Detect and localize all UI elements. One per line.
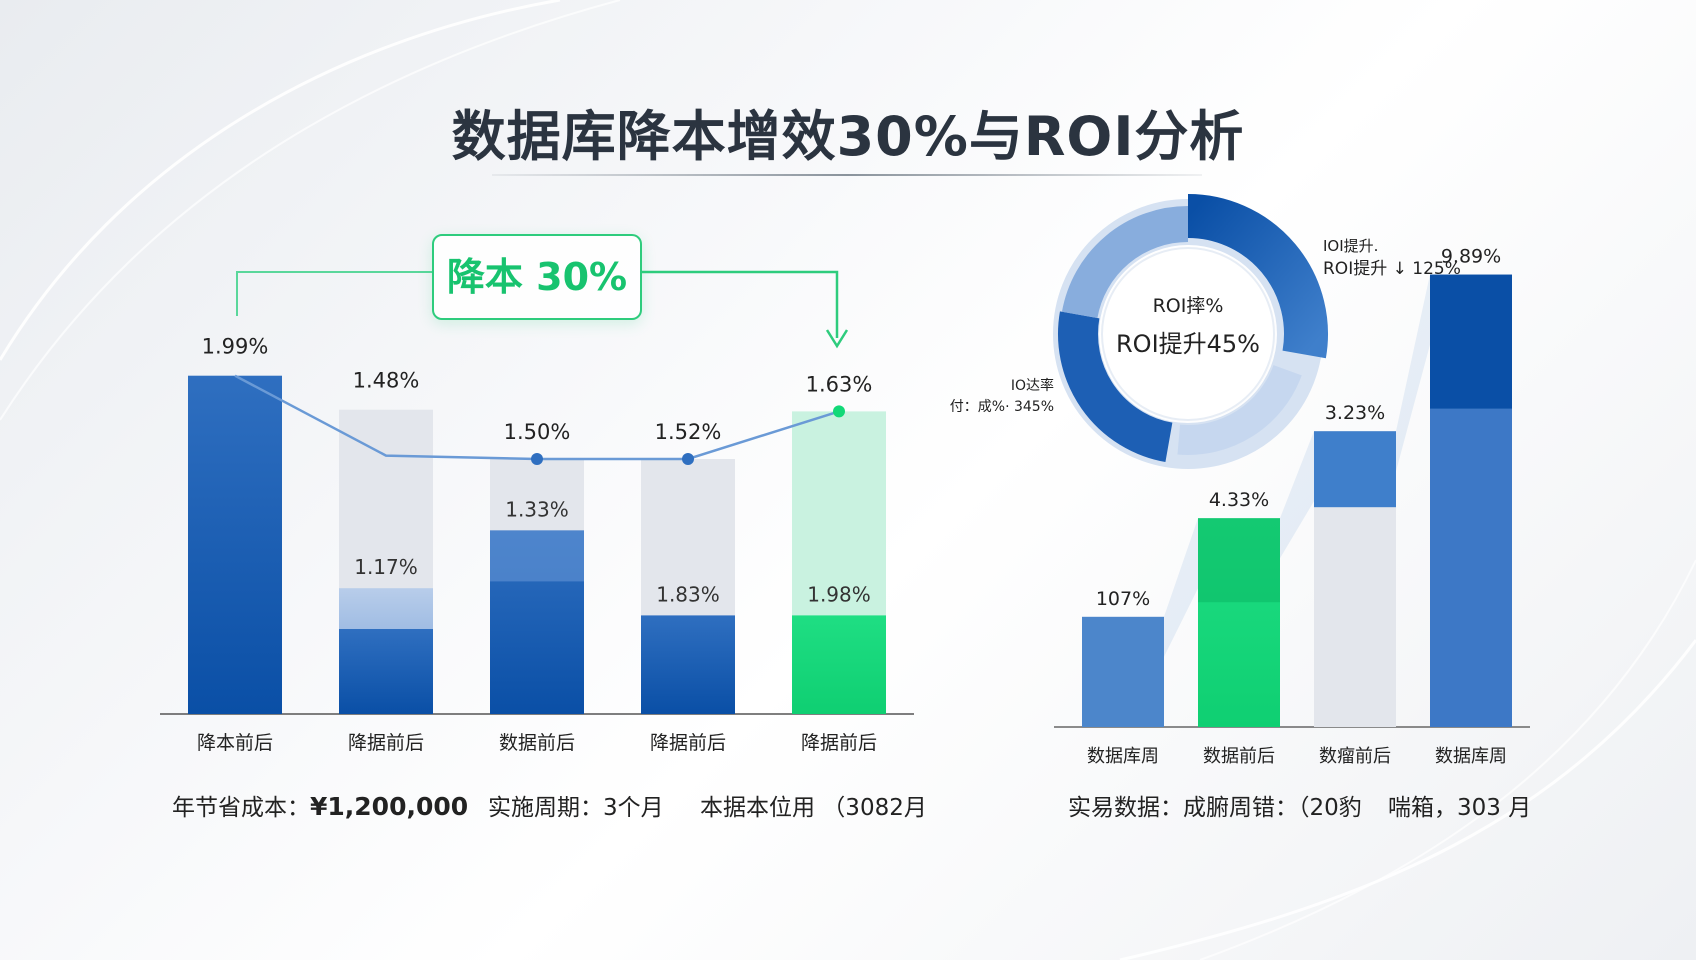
donut-slice-tertiary [1061, 206, 1189, 319]
x-tick-label: 数据前后 [499, 732, 575, 754]
x-tick-label: 降据前后 [650, 732, 726, 754]
trend-line [234, 374, 840, 461]
data-label-top: 107% [1096, 588, 1150, 610]
bar [188, 375, 282, 714]
x-tick-label: 降据前后 [801, 732, 877, 754]
x-tick-label: 数据库周 [1435, 746, 1507, 767]
roi-footnote-right: 喘箱，303 月 [1388, 795, 1532, 821]
data-label-top: 9.89% [1441, 246, 1501, 268]
bar-connector [1280, 431, 1314, 559]
data-label-top: 1.50% [504, 420, 571, 444]
other-footnote: 本据本位用 （3082月 [700, 795, 927, 821]
bar [1082, 616, 1164, 727]
title-divider [492, 174, 1202, 176]
x-tick-label: 数瘤前后 [1319, 746, 1391, 767]
callout-line-right [641, 270, 839, 338]
bar-segment-top [1198, 518, 1280, 603]
x-tick-label: 数据前后 [1203, 746, 1275, 767]
data-label-top: 1.48% [353, 369, 420, 393]
data-label-inner: 1.98% [807, 582, 871, 606]
bar-segment-top [1314, 431, 1396, 508]
data-label-top: 1.63% [806, 372, 873, 396]
cost-bar-chart: 降本前后 降据前后 1.17% 数据前后 1.33% 降据前后 1.83% 降据前后 1.98%… [160, 335, 914, 754]
donut-left-value: 付：成%· 345% [950, 399, 1054, 415]
page-title: 数据库降本增效30%与ROI分析 [451, 105, 1245, 168]
period-footnote: 实施周期：3个月 [488, 795, 664, 821]
data-label-top: 4.33% [1209, 489, 1269, 511]
x-tick-label: 降据前后 [348, 732, 424, 754]
donut-center-label: ROI摔% [1153, 295, 1224, 317]
donut-slice-secondary [1058, 311, 1173, 463]
data-label-top: 1.52% [655, 420, 722, 444]
bar-connector [1396, 274, 1430, 472]
donut-center-value: ROI提升45% [1116, 330, 1260, 358]
savings-value: ¥1,200,000 [310, 792, 469, 821]
savings-label: 年节省成本： [172, 795, 310, 821]
data-label-inner: 1.83% [656, 582, 720, 606]
callout-line-left [236, 271, 434, 316]
x-tick-label: 数据库周 [1087, 746, 1159, 767]
bar-segment [641, 615, 735, 714]
bar-segment-top [1430, 274, 1512, 409]
donut-left-label: IO达率 [1011, 377, 1054, 394]
bar-connector [1164, 518, 1198, 657]
reduction-callout: 降本 30% [432, 234, 642, 320]
trend-point [531, 453, 543, 465]
donut-hole-border [1101, 247, 1275, 421]
x-tick-label: 降本前后 [197, 732, 273, 754]
savings-footnote: 年节省成本：¥1,200,000 [172, 788, 468, 822]
donut-right-value: ROI提升 ↓ 125% [1323, 259, 1461, 279]
data-label-top: 1.99% [202, 335, 269, 359]
bar-segment-highlight [490, 530, 584, 582]
roi-bar-chart: 107% 数据库周 4.33% 数据前后 3.23% 数瘤前后 9.89% 数据库周 [1054, 246, 1530, 767]
donut-hole [1102, 248, 1274, 420]
data-label-top: 3.23% [1325, 402, 1385, 424]
bar-segment [339, 629, 433, 714]
roi-donut-chart: ROI摔% ROI提升45% IOI提升. ROI提升 ↓ 125% IO达率付：成%·… [950, 194, 1461, 469]
donut-slice-primary [1187, 194, 1328, 359]
roi-footnote-left: 实易数据：成腑周错：（20豹 [1068, 795, 1362, 821]
donut-right-label: IOI提升. [1323, 237, 1378, 255]
trend-point [833, 405, 845, 418]
callout-arrow-icon [825, 329, 849, 349]
bar-segment [792, 615, 886, 714]
callout-connector [236, 270, 849, 349]
trend-point [682, 453, 694, 465]
data-label-inner: 1.33% [505, 497, 569, 521]
donut-slice-light [1177, 364, 1302, 455]
data-label-inner: 1.17% [354, 555, 418, 579]
